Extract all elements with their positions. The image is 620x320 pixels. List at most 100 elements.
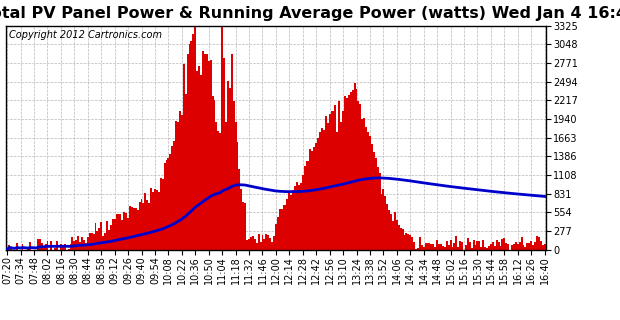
Bar <box>197 71 198 250</box>
Bar <box>177 122 179 250</box>
Bar <box>544 244 546 250</box>
Bar <box>188 44 190 250</box>
Bar <box>279 209 281 250</box>
Bar <box>198 66 200 250</box>
Bar <box>532 245 534 250</box>
Bar <box>346 98 348 250</box>
Bar <box>453 243 455 250</box>
Bar <box>536 236 538 250</box>
Bar <box>371 144 373 250</box>
Bar <box>94 223 97 250</box>
Bar <box>260 242 262 250</box>
Bar <box>120 214 122 250</box>
Bar <box>534 243 536 250</box>
Bar <box>135 208 137 250</box>
Bar <box>337 132 339 250</box>
Bar <box>500 246 502 250</box>
Bar <box>407 234 409 250</box>
Bar <box>185 94 187 250</box>
Bar <box>71 237 73 250</box>
Bar <box>342 111 344 250</box>
Bar <box>271 242 273 250</box>
Bar <box>173 141 175 250</box>
Bar <box>202 51 204 250</box>
Bar <box>83 240 85 250</box>
Bar <box>521 237 523 250</box>
Bar <box>69 244 71 250</box>
Bar <box>237 142 239 250</box>
Bar <box>118 213 120 250</box>
Bar <box>175 121 177 250</box>
Bar <box>502 239 503 250</box>
Bar <box>540 242 542 250</box>
Bar <box>329 114 330 250</box>
Bar <box>300 183 302 250</box>
Bar <box>377 167 379 250</box>
Bar <box>150 188 152 250</box>
Bar <box>496 240 498 250</box>
Bar <box>46 241 48 250</box>
Bar <box>99 228 100 250</box>
Bar <box>360 104 361 250</box>
Bar <box>425 243 427 250</box>
Bar <box>37 239 39 250</box>
Bar <box>208 61 210 250</box>
Bar <box>22 244 24 250</box>
Bar <box>171 146 173 250</box>
Bar <box>255 244 258 250</box>
Bar <box>461 242 463 250</box>
Bar <box>100 222 102 250</box>
Bar <box>179 111 181 250</box>
Bar <box>472 240 474 250</box>
Bar <box>350 92 352 250</box>
Bar <box>302 175 304 250</box>
Bar <box>330 111 332 250</box>
Bar <box>517 244 519 250</box>
Bar <box>392 221 394 250</box>
Bar <box>62 247 64 250</box>
Bar <box>267 235 269 250</box>
Bar <box>542 245 544 250</box>
Bar <box>92 234 94 250</box>
Bar <box>241 189 242 250</box>
Bar <box>515 242 517 250</box>
Bar <box>181 115 183 250</box>
Bar <box>451 247 453 250</box>
Bar <box>355 89 358 250</box>
Bar <box>91 233 92 250</box>
Bar <box>10 248 12 250</box>
Bar <box>54 248 56 250</box>
Bar <box>428 243 430 250</box>
Bar <box>353 83 355 250</box>
Bar <box>339 101 340 250</box>
Bar <box>400 228 402 250</box>
Bar <box>332 110 334 250</box>
Bar <box>167 157 169 250</box>
Bar <box>250 236 252 250</box>
Bar <box>352 90 353 250</box>
Bar <box>321 128 323 250</box>
Bar <box>27 249 29 250</box>
Bar <box>450 240 451 250</box>
Bar <box>273 236 275 250</box>
Bar <box>519 242 521 250</box>
Bar <box>365 127 367 250</box>
Bar <box>125 213 127 250</box>
Bar <box>169 154 171 250</box>
Bar <box>146 200 148 250</box>
Bar <box>404 235 405 250</box>
Bar <box>219 133 221 250</box>
Bar <box>264 239 265 250</box>
Bar <box>423 247 425 250</box>
Bar <box>262 236 264 250</box>
Bar <box>122 220 123 250</box>
Bar <box>43 246 45 250</box>
Bar <box>411 237 413 250</box>
Bar <box>97 231 99 250</box>
Bar <box>323 130 325 250</box>
Bar <box>538 237 540 250</box>
Bar <box>505 243 507 250</box>
Bar <box>106 221 108 250</box>
Bar <box>183 64 185 250</box>
Bar <box>507 244 509 250</box>
